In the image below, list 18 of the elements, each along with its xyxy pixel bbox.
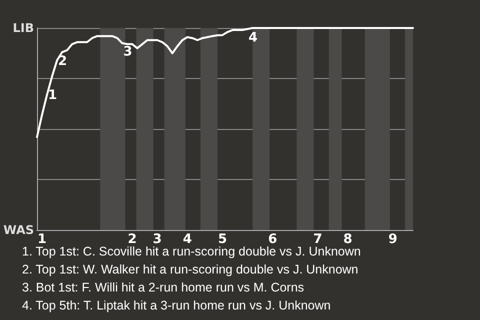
annotation: 1: [48, 88, 58, 104]
x-tick-label: 4: [182, 232, 192, 247]
text: 2. Top 1st: W. Walker hit a run-scoring double vs J. Unknown: [22, 262, 358, 276]
text: LIB: [12, 21, 34, 35]
x-tick-label: 3: [152, 232, 162, 247]
x-tick-label: 9: [388, 232, 398, 247]
x-tick-label: 8: [343, 232, 352, 247]
text: 4. Top 5th: T. Liptak hit a 3-run home run vs J. Unknown: [22, 298, 331, 312]
x-tick-label: 7: [313, 232, 322, 247]
x-tick-label: 5: [218, 232, 228, 247]
x-tick-label: 6: [268, 232, 278, 247]
text: 3. Bot 1st: F. Willi hit a 2-run home run vs M. Corns: [22, 280, 304, 294]
x-tick-label: 2: [128, 232, 137, 247]
annotation: 4: [248, 30, 258, 46]
x-tick-label: 1: [37, 232, 47, 247]
text: 1. Top 1st: C. Scoville hit a run-scoring double vs J. Unknown: [22, 244, 361, 258]
text: WAS: [3, 223, 34, 237]
annotation: 3: [123, 44, 132, 60]
